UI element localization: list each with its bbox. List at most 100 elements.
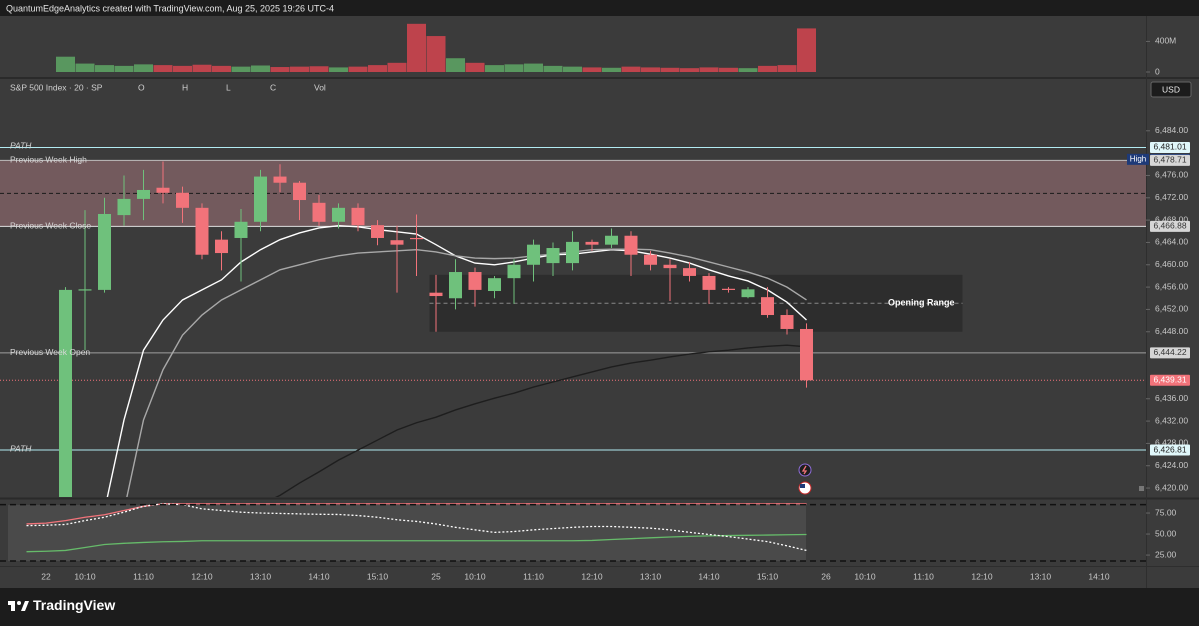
legend-key: L [226, 82, 231, 92]
event-icon-glyph [801, 465, 808, 475]
y-tick-label: 6,420.00 [1155, 482, 1188, 492]
candle-body [410, 237, 423, 240]
candle-body [546, 248, 560, 264]
candle-body [683, 268, 696, 276]
candle-body [780, 315, 794, 329]
price-tag [1150, 154, 1190, 166]
event-icon-glyph [800, 484, 805, 488]
candle-body [351, 207, 365, 226]
volume-bar [777, 65, 797, 72]
x-tick-label: 11:10 [523, 571, 544, 581]
event-icon[interactable] [798, 463, 812, 477]
candle-body [59, 289, 72, 497]
x-tick-label: 14:10 [1088, 571, 1110, 581]
x-tick-label: 15:10 [757, 571, 779, 581]
volume-bar [699, 67, 719, 72]
price-tag [1150, 220, 1190, 232]
volume-bar [758, 65, 777, 72]
candle-body [663, 264, 677, 269]
y-tick-label: 6,456.00 [1155, 281, 1188, 291]
price-tag-label: 6,439.31 [1153, 375, 1186, 385]
x-tick-label: 13:10 [1030, 571, 1052, 581]
x-tick-label: 12:10 [971, 571, 993, 581]
x-tick-label: 10:10 [464, 571, 486, 581]
candle-body [98, 213, 111, 290]
price-tag-label: 6,466.88 [1153, 221, 1186, 231]
candle-body [390, 240, 404, 245]
level-label: Previous Week Open [10, 347, 90, 357]
volume-bar [621, 66, 641, 72]
candle-body [624, 235, 638, 255]
indicator-line [26, 503, 807, 552]
brand-logo [8, 601, 29, 611]
candle-body [800, 328, 813, 381]
volume-tick-label: 0 [1155, 66, 1160, 76]
candle-body [195, 207, 209, 255]
currency-box[interactable] [1150, 81, 1192, 98]
level-label-box [1127, 153, 1149, 165]
volume-bar [582, 67, 602, 72]
volume-tick-label: 400M [1155, 36, 1176, 46]
x-tick-label: 26 [821, 571, 831, 581]
price-tag-label: 6,478.71 [1153, 155, 1186, 165]
x-tick-label: 10:10 [854, 571, 876, 581]
axis: 6,420.00 6,424.00 6,428.00 6,432.00 6,436.00… [41, 36, 1188, 582]
opening-range-label: Opening Range [888, 298, 955, 308]
indicator-band [8, 505, 806, 561]
candle-body [176, 192, 189, 208]
legend-key: Vol [314, 82, 326, 92]
y-tick-label: 6,476.00 [1155, 170, 1188, 180]
volume-bar [797, 28, 816, 72]
level-label: PATH [10, 141, 32, 151]
currency[interactable]: USD [1162, 84, 1180, 94]
volume-bar [270, 67, 290, 72]
volume-bar [446, 58, 465, 72]
volume-bar [231, 66, 251, 72]
indicator-tick-label: 50.00 [1155, 528, 1177, 538]
price-tag [1150, 347, 1190, 359]
volume-bar [465, 62, 485, 72]
candle-body [332, 207, 345, 222]
legend-key: O [138, 82, 145, 92]
logo-part [11, 601, 15, 611]
volume-bar [192, 64, 212, 72]
candle-body [371, 225, 384, 238]
logo-part [17, 601, 21, 605]
candle-body [605, 235, 618, 245]
legend-key: H [182, 82, 188, 92]
volume-bar [426, 36, 446, 72]
price-tag-label: 6,444.22 [1153, 347, 1186, 357]
volume-bar [543, 65, 563, 72]
volume-bar [485, 65, 504, 72]
volume-bar [641, 67, 660, 72]
volume-bar [212, 65, 231, 72]
price-tag [1150, 374, 1190, 386]
y-tick-label: 6,452.00 [1155, 304, 1188, 314]
candle-body [293, 182, 306, 201]
volume-bar [563, 66, 582, 72]
scroll-handle[interactable] [1139, 486, 1144, 491]
volume-bar [173, 65, 192, 72]
candle-body [722, 288, 735, 290]
y-tick-label: 6,472.00 [1155, 192, 1188, 202]
event-icons[interactable] [798, 463, 812, 495]
volume-bar [602, 67, 621, 72]
candle-body [488, 278, 501, 292]
symbol: S&P 500 Index · 20 · SP [10, 82, 103, 92]
ma-line [274, 344, 807, 497]
x-tick-label: 25 [431, 571, 441, 581]
x-tick-label: 13:10 [640, 571, 662, 581]
candle-body [78, 289, 92, 291]
candle-body [215, 239, 228, 254]
volume-bar [387, 62, 407, 72]
candle-body [254, 176, 267, 222]
volume-bar [134, 64, 153, 72]
candle-body [429, 292, 443, 297]
candle-body [312, 202, 326, 222]
volume-bar [114, 65, 134, 72]
indicator-tick-label: 25.00 [1155, 549, 1177, 559]
volume-bar [680, 68, 699, 72]
volume-bar [251, 65, 270, 72]
